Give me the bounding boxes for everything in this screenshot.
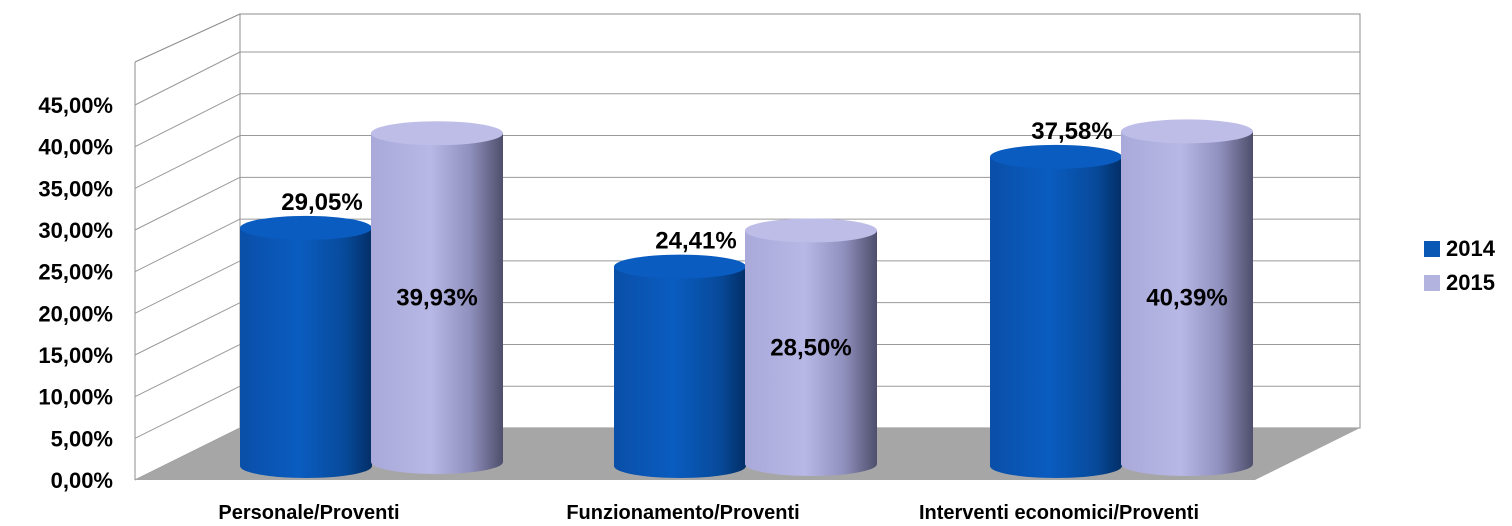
bar [745,218,877,476]
bar-body [371,133,503,474]
bar-body [614,266,746,478]
category-label: Interventi economici/Proventi [919,502,1199,524]
side-gridline [134,302,241,356]
y-tick-label: 35,00% [38,176,113,201]
bars [240,119,1253,479]
bar-body [990,156,1122,479]
legend-swatch [1424,241,1440,257]
legend: 2014 2015 [1424,236,1496,295]
side-gridline [134,218,241,273]
data-label: 29,05% [281,189,362,216]
y-tick-label: 25,00% [38,260,113,285]
side-gridline [134,176,241,231]
side-gridline [134,93,241,148]
category-label: Funzionamento/Proventi [566,502,799,524]
side-gridline [134,260,241,314]
bar [1121,119,1253,476]
data-labels: 29,05% 39,93% 24,41% 28,50% 37,58% 40,39% [281,118,1227,361]
bar-cap [614,254,746,279]
bar-body [1121,131,1253,476]
bar [614,254,746,478]
data-label: 28,50% [770,334,851,361]
legend-label: 2015 [1446,270,1495,295]
bar-cap [240,215,372,240]
data-label: 24,41% [655,228,736,255]
y-tick-label: 10,00% [38,385,113,410]
side-gridline [134,385,241,439]
bar-cap [371,121,503,146]
y-tick-label: 45,00% [38,93,113,118]
y-axis-ticks: 0,00% 5,00% 10,00% 15,00% 20,00% 25,00% 30,00%… [38,93,113,493]
bar [371,121,503,474]
bar-body [745,230,877,476]
side-wall-top-edge [134,13,241,63]
legend-swatch [1424,275,1440,291]
bar [240,215,372,478]
y-tick-label: 40,00% [38,135,113,160]
bar-cap [1121,119,1253,144]
category-label: Personale/Proventi [218,502,399,524]
bar-cap [745,218,877,243]
data-label: 39,93% [396,285,477,312]
legend-label: 2014 [1446,236,1496,261]
category-labels: Personale/Proventi Funzionamento/Proventi… [218,502,1199,524]
data-label: 40,39% [1146,285,1227,312]
y-tick-label: 20,00% [38,301,113,326]
bar-body [240,227,372,478]
side-gridline [134,343,241,398]
side-gridline [134,135,241,189]
y-tick-label: 5,00% [51,426,113,451]
y-tick-label: 0,00% [51,468,113,493]
data-label: 37,58% [1031,118,1112,145]
y-tick-label: 30,00% [38,218,113,243]
bar-cap [990,144,1122,169]
bar [990,144,1122,479]
side-gridline [134,51,241,106]
y-tick-label: 15,00% [38,343,113,368]
